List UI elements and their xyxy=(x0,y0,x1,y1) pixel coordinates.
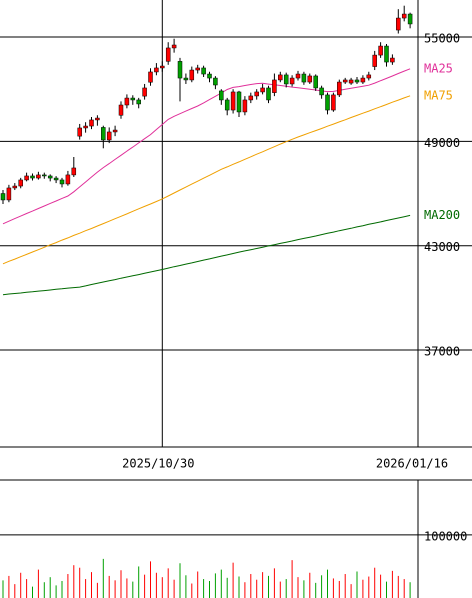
candle-body xyxy=(366,74,372,79)
candle-body xyxy=(83,125,88,129)
candle-body xyxy=(24,175,29,181)
candle-body xyxy=(372,54,377,67)
legend-label: MA200 xyxy=(424,208,460,222)
candle-body xyxy=(266,87,271,101)
candle-body xyxy=(401,13,407,19)
candle-body xyxy=(106,131,112,141)
y-tick-label: 43000 xyxy=(424,240,460,254)
candle-body xyxy=(195,67,200,71)
candle-body xyxy=(183,77,189,81)
candle-body xyxy=(396,17,401,31)
candle-body xyxy=(331,94,336,111)
candle-body xyxy=(260,87,265,93)
candle-body xyxy=(124,97,130,106)
candle-body xyxy=(89,119,94,127)
candle-body xyxy=(65,174,71,185)
candle-body xyxy=(360,77,366,83)
candle-body xyxy=(354,79,360,83)
x-tick-label: 2025/10/30 xyxy=(122,457,194,471)
ma-line xyxy=(2,68,411,225)
candle-body xyxy=(224,99,230,111)
legend-label: MA25 xyxy=(424,61,453,75)
candle-body xyxy=(390,57,395,63)
candle-body xyxy=(12,185,18,189)
candle-body xyxy=(148,71,153,83)
candle-body xyxy=(189,69,195,81)
candle-body xyxy=(283,74,289,85)
candle-body xyxy=(295,73,301,79)
candle-body xyxy=(36,174,41,179)
y-tick-label: 100000 xyxy=(424,529,467,543)
ma-line xyxy=(2,95,411,265)
candle-body xyxy=(42,174,47,177)
candle-body xyxy=(348,79,354,84)
candle-body xyxy=(242,99,248,113)
candle-body xyxy=(18,179,23,187)
legend-label: MA75 xyxy=(424,88,453,102)
x-tick-label: 2026/01/16 xyxy=(376,457,448,471)
ma-line xyxy=(2,214,411,296)
candle-body xyxy=(219,90,224,101)
candle-body xyxy=(319,87,324,96)
candle-body xyxy=(213,77,218,86)
candle-body xyxy=(378,45,383,56)
candle-body xyxy=(407,13,413,25)
candle-body xyxy=(30,175,35,179)
candle-body xyxy=(272,79,277,93)
candle-body xyxy=(136,99,141,105)
candle-body xyxy=(289,77,295,85)
candle-body xyxy=(278,74,283,81)
candle-body xyxy=(236,91,242,113)
candle-body xyxy=(112,129,118,133)
candle-body xyxy=(77,127,82,137)
candle-body xyxy=(171,44,177,49)
candle-body xyxy=(207,73,212,79)
candle-body xyxy=(313,75,318,89)
candle-body xyxy=(154,67,159,73)
candle-body xyxy=(337,81,342,96)
candle-body xyxy=(160,65,165,69)
candle-body xyxy=(342,79,348,83)
candle-body xyxy=(177,61,183,79)
y-tick-label: 37000 xyxy=(424,345,460,359)
candle-body xyxy=(130,97,136,101)
candle-body xyxy=(384,45,389,63)
candle-body xyxy=(254,91,259,97)
candle-body xyxy=(53,177,59,181)
candle-body xyxy=(71,167,77,176)
y-tick-label: 49000 xyxy=(424,136,460,150)
candle-body xyxy=(325,94,330,111)
candle-body xyxy=(248,95,254,101)
candle-body xyxy=(118,104,124,116)
y-tick-label: 55000 xyxy=(424,32,460,46)
candle-body xyxy=(201,67,206,75)
candle-body xyxy=(101,127,106,141)
candle-body xyxy=(95,117,100,121)
candle-body xyxy=(165,47,171,62)
candle-body xyxy=(230,91,236,111)
candle-body xyxy=(47,175,53,179)
candle-body xyxy=(6,187,12,201)
candle-body xyxy=(0,193,6,201)
candle-body xyxy=(307,75,313,83)
candle-body xyxy=(301,73,307,83)
candle-body xyxy=(59,179,65,185)
candle-body xyxy=(142,87,147,97)
